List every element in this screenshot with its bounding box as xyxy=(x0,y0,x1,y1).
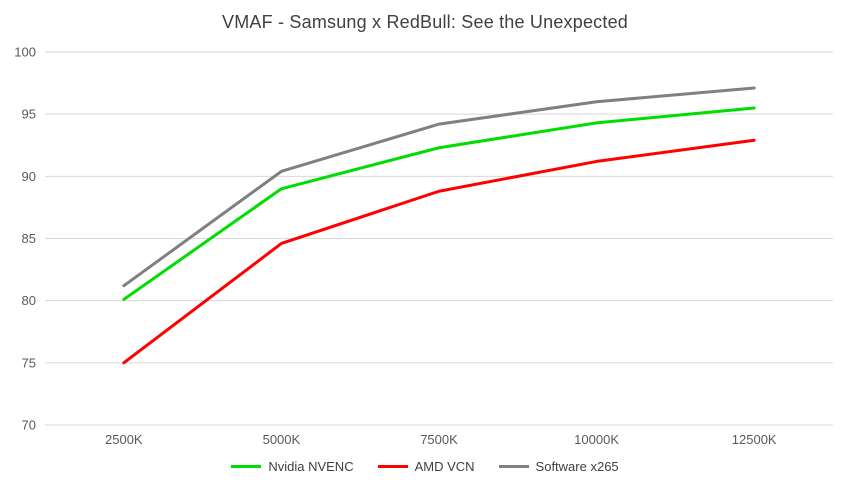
legend-item-nvidia-nvenc: Nvidia NVENC xyxy=(231,459,354,474)
series-line-nvidia-nvenc xyxy=(122,106,756,301)
series-line-amd-vcn xyxy=(122,138,756,365)
y-axis-tick-label: 70 xyxy=(22,418,36,433)
legend-line-swatch xyxy=(498,465,529,468)
x-axis-tick-label: 10000K xyxy=(574,432,619,447)
y-axis-tick-label: 85 xyxy=(22,231,36,246)
legend-item-amd-vcn: AMD VCN xyxy=(377,459,475,474)
x-axis-tick-label: 12500K xyxy=(732,432,777,447)
legend-line-swatch xyxy=(231,465,262,468)
y-axis-tick-label: 80 xyxy=(22,293,36,308)
legend-label: Software x265 xyxy=(535,459,619,474)
legend-label: Nvidia NVENC xyxy=(268,459,354,474)
x-axis-tick-label: 7500K xyxy=(420,432,458,447)
legend-line-swatch xyxy=(377,465,408,468)
series-line-software-x265 xyxy=(122,86,756,288)
y-axis-tick-label: 95 xyxy=(22,107,36,122)
chart-title: VMAF - Samsung x RedBull: See the Unexpe… xyxy=(222,12,628,32)
y-axis-tick-label: 100 xyxy=(14,45,36,60)
legend-label: AMD VCN xyxy=(414,459,475,474)
x-axis-tick-label: 5000K xyxy=(263,432,301,447)
x-axis-tick-label: 2500K xyxy=(105,432,143,447)
y-axis-tick-label: 75 xyxy=(22,355,36,370)
legend-item-software-x265: Software x265 xyxy=(498,459,619,474)
y-axis-tick-label: 90 xyxy=(22,169,36,184)
chart-legend: Nvidia NVENC AMD VCN Software x265 xyxy=(0,459,850,474)
